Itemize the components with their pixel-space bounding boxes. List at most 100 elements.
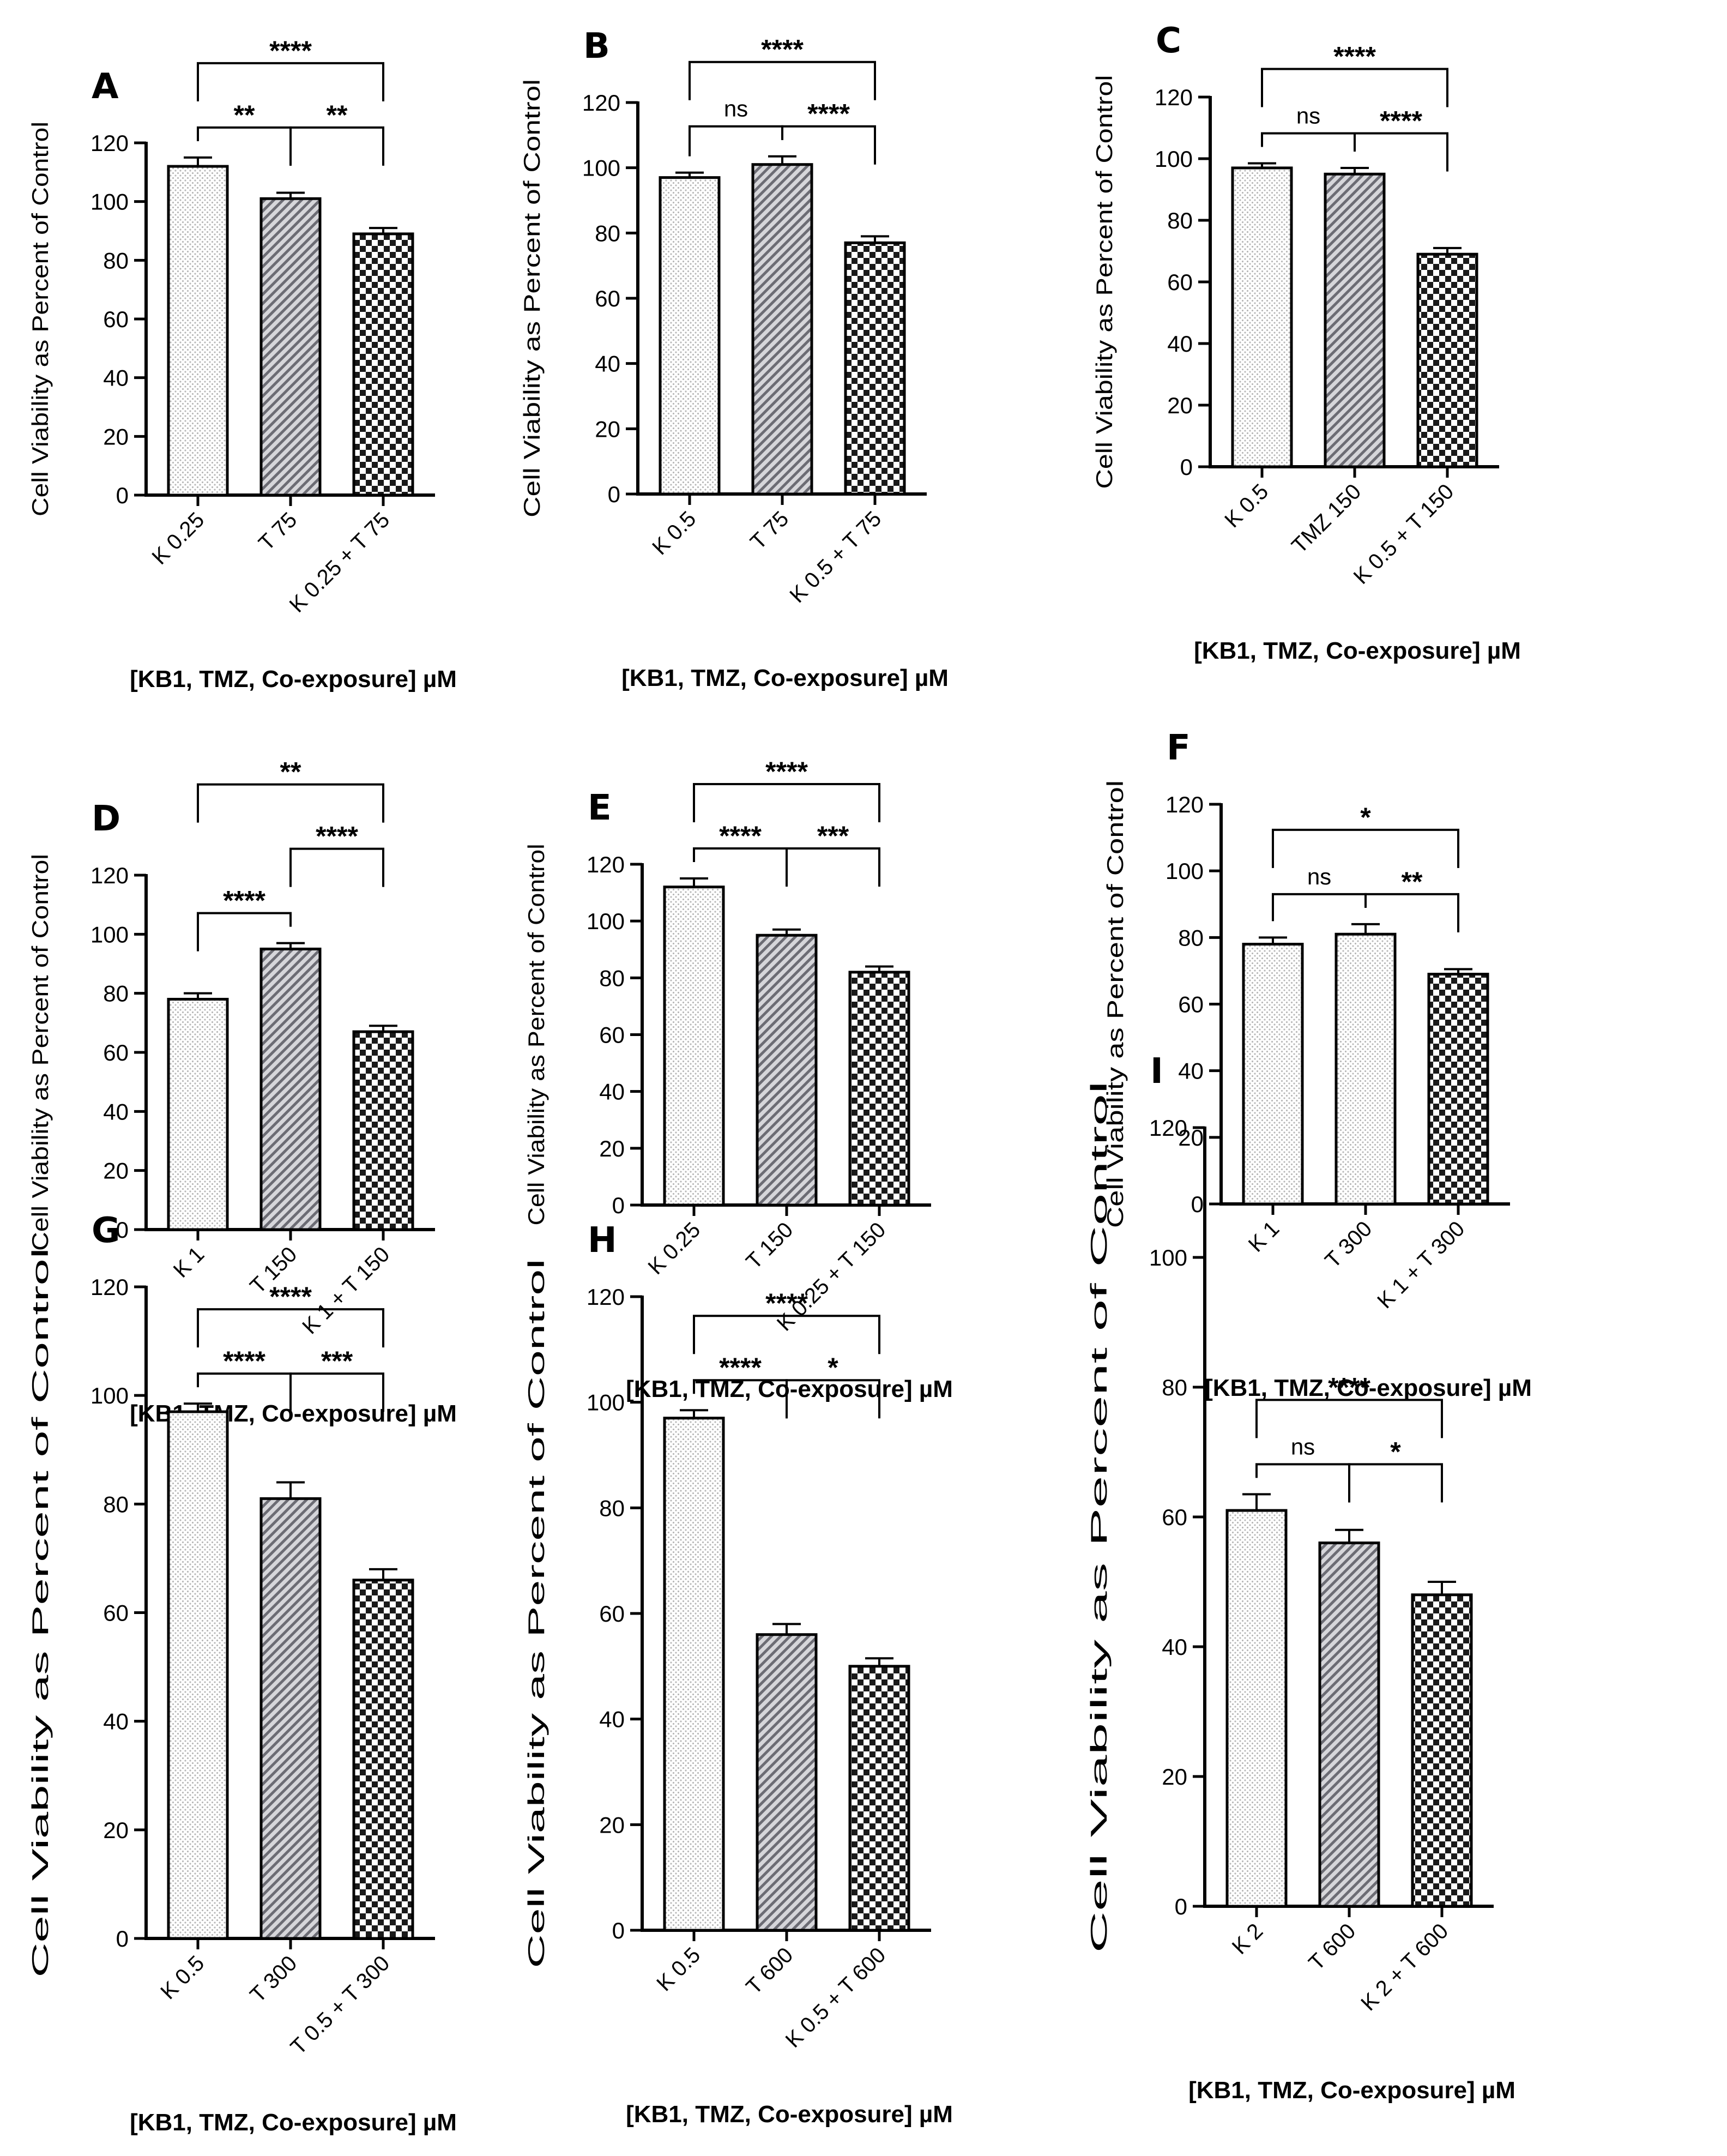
y-tick-label: 20: [103, 424, 129, 449]
bar: [844, 241, 906, 496]
significance-bracket: [1261, 132, 1356, 152]
y-tick-label: 0: [612, 1918, 625, 1943]
significance-label: ****: [765, 756, 808, 787]
significance-label: ****: [719, 1352, 762, 1383]
y-tick-label: 0: [1191, 1191, 1204, 1217]
significance-bracket: [1261, 68, 1448, 107]
significance-bracket: [1364, 893, 1459, 932]
y-tick-label: 40: [599, 1079, 625, 1105]
bar: [663, 886, 725, 1207]
y-tick-label: 120: [587, 1284, 625, 1310]
panel-b: B 0 20 40 60 80 100 120 Cell Viability as Percen…: [519, 26, 949, 691]
y-tick-label: 20: [103, 1158, 129, 1184]
y-tick-label: 60: [103, 306, 129, 332]
panel-f: F 0 20 40 60 80 100 120 Cell Viability as Percen…: [1102, 728, 1532, 1401]
y-tick-label: 100: [587, 908, 625, 934]
y-tick-label: 40: [103, 1709, 129, 1735]
y-tick-label: 60: [103, 1040, 129, 1065]
y-tick-label: 100: [90, 922, 129, 947]
panel-c: C 0 20 40 60 80 100 120 Cell Viability as Percen…: [1091, 21, 1521, 664]
bar: [167, 998, 229, 1231]
y-tick-label: 80: [595, 220, 620, 246]
y-axis-title: Cell Viability as Percent of Control: [1102, 780, 1128, 1228]
significance-bracket: [1272, 828, 1459, 868]
y-tick-label: 60: [1167, 269, 1193, 295]
y-tick-label: 120: [90, 863, 129, 888]
x-tick-label: K 0.25: [643, 1218, 705, 1279]
significance-label: ns: [1296, 103, 1320, 128]
y-tick-label: 100: [587, 1390, 625, 1416]
y-tick-label: 0: [116, 483, 129, 508]
y-tick-label: 100: [582, 155, 620, 181]
bar: [751, 163, 813, 496]
bar: [259, 947, 322, 1231]
y-tick-label: 120: [587, 852, 625, 877]
significance-label: ****: [719, 821, 762, 851]
x-tick-label: T 150: [741, 1218, 798, 1274]
significance-label: ****: [761, 34, 804, 65]
y-axis-title: Cell Viability as Percent of Control: [523, 844, 549, 1226]
y-tick-label: 80: [1178, 925, 1204, 950]
panel-a: A 0 20 40 60 80 100 120 Cell Viability as Percen…: [27, 35, 457, 692]
bar: [352, 1030, 414, 1231]
significance-bracket: [1255, 1463, 1350, 1503]
significance-bracket: [693, 783, 880, 823]
significance-label: ****: [269, 35, 312, 66]
significance-bracket: [197, 1308, 384, 1348]
y-tick-label: 60: [103, 1600, 129, 1626]
significance-label: *: [1360, 802, 1371, 833]
significance-label: ****: [223, 886, 265, 916]
significance-label: ***: [817, 821, 849, 851]
y-tick-label: 60: [599, 1601, 625, 1627]
significance-label: ns: [724, 96, 748, 122]
bar: [167, 1410, 229, 1940]
y-tick-label: 80: [103, 981, 129, 1007]
y-tick-label: 120: [1149, 1115, 1187, 1141]
x-axis-title: [KB1, TMZ, Co-exposure] µM: [1194, 637, 1521, 664]
x-tick-label: K 0.25 + T 75: [285, 508, 395, 617]
significance-label: ****: [1380, 105, 1422, 136]
y-axis-title: Cell Viability as Percent of Control: [27, 122, 53, 516]
significance-bracket: [289, 1372, 384, 1412]
x-tick-label: T 75: [254, 508, 301, 555]
significance-label: ns: [1291, 1434, 1315, 1459]
significance-bracket: [693, 847, 788, 887]
significance-bracket: [693, 1315, 880, 1354]
x-tick-label: K 2 + T 600: [1356, 1919, 1453, 2015]
significance-bracket: [689, 125, 783, 156]
x-tick-label: K 1 + T 300: [1373, 1216, 1469, 1313]
x-axis-title: [KB1, TMZ, Co-exposure] µM: [1188, 2077, 1515, 2104]
x-tick-label: K 0.5: [652, 1943, 705, 1996]
y-tick-label: 20: [599, 1136, 625, 1161]
x-tick-label: T 600: [1304, 1919, 1360, 1975]
panel-letter: H: [588, 1220, 617, 1261]
x-axis-title: [KB1, TMZ, Co-exposure] µM: [130, 2109, 457, 2136]
panel-h: H 0 20 40 60 80 100 120 Cell Viability as Percen…: [523, 1220, 953, 2128]
significance-bracket: [1255, 1399, 1443, 1438]
y-tick-label: 60: [1178, 992, 1204, 1017]
y-tick-label: 120: [1155, 85, 1193, 110]
significance-bracket: [1272, 893, 1367, 922]
significance-label: ****: [807, 99, 850, 129]
x-tick-label: K 0.5 + T 150: [1349, 479, 1459, 589]
significance-label: *: [828, 1352, 838, 1383]
bar: [352, 1579, 414, 1940]
y-tick-label: 120: [1166, 792, 1204, 817]
bar: [1334, 932, 1397, 1206]
y-tick-label: 100: [1155, 146, 1193, 172]
y-tick-label: 60: [1162, 1504, 1187, 1530]
panel-letter: A: [92, 67, 119, 107]
y-tick-label: 60: [595, 286, 620, 311]
x-tick-label: K 2: [1228, 1919, 1268, 1959]
significance-bracket: [786, 1379, 880, 1419]
significance-bracket: [197, 783, 384, 823]
bar: [352, 232, 414, 497]
x-tick-label: K 1: [169, 1242, 209, 1282]
y-tick-label: 0: [612, 1193, 625, 1218]
x-tick-label: K 1 + T 150: [298, 1242, 394, 1339]
y-axis-title: Cell Viability as Percent of Control: [1091, 75, 1117, 489]
x-tick-label: T 0.5 + T 300: [286, 1951, 395, 2059]
x-tick-label: K 1: [1244, 1216, 1284, 1257]
